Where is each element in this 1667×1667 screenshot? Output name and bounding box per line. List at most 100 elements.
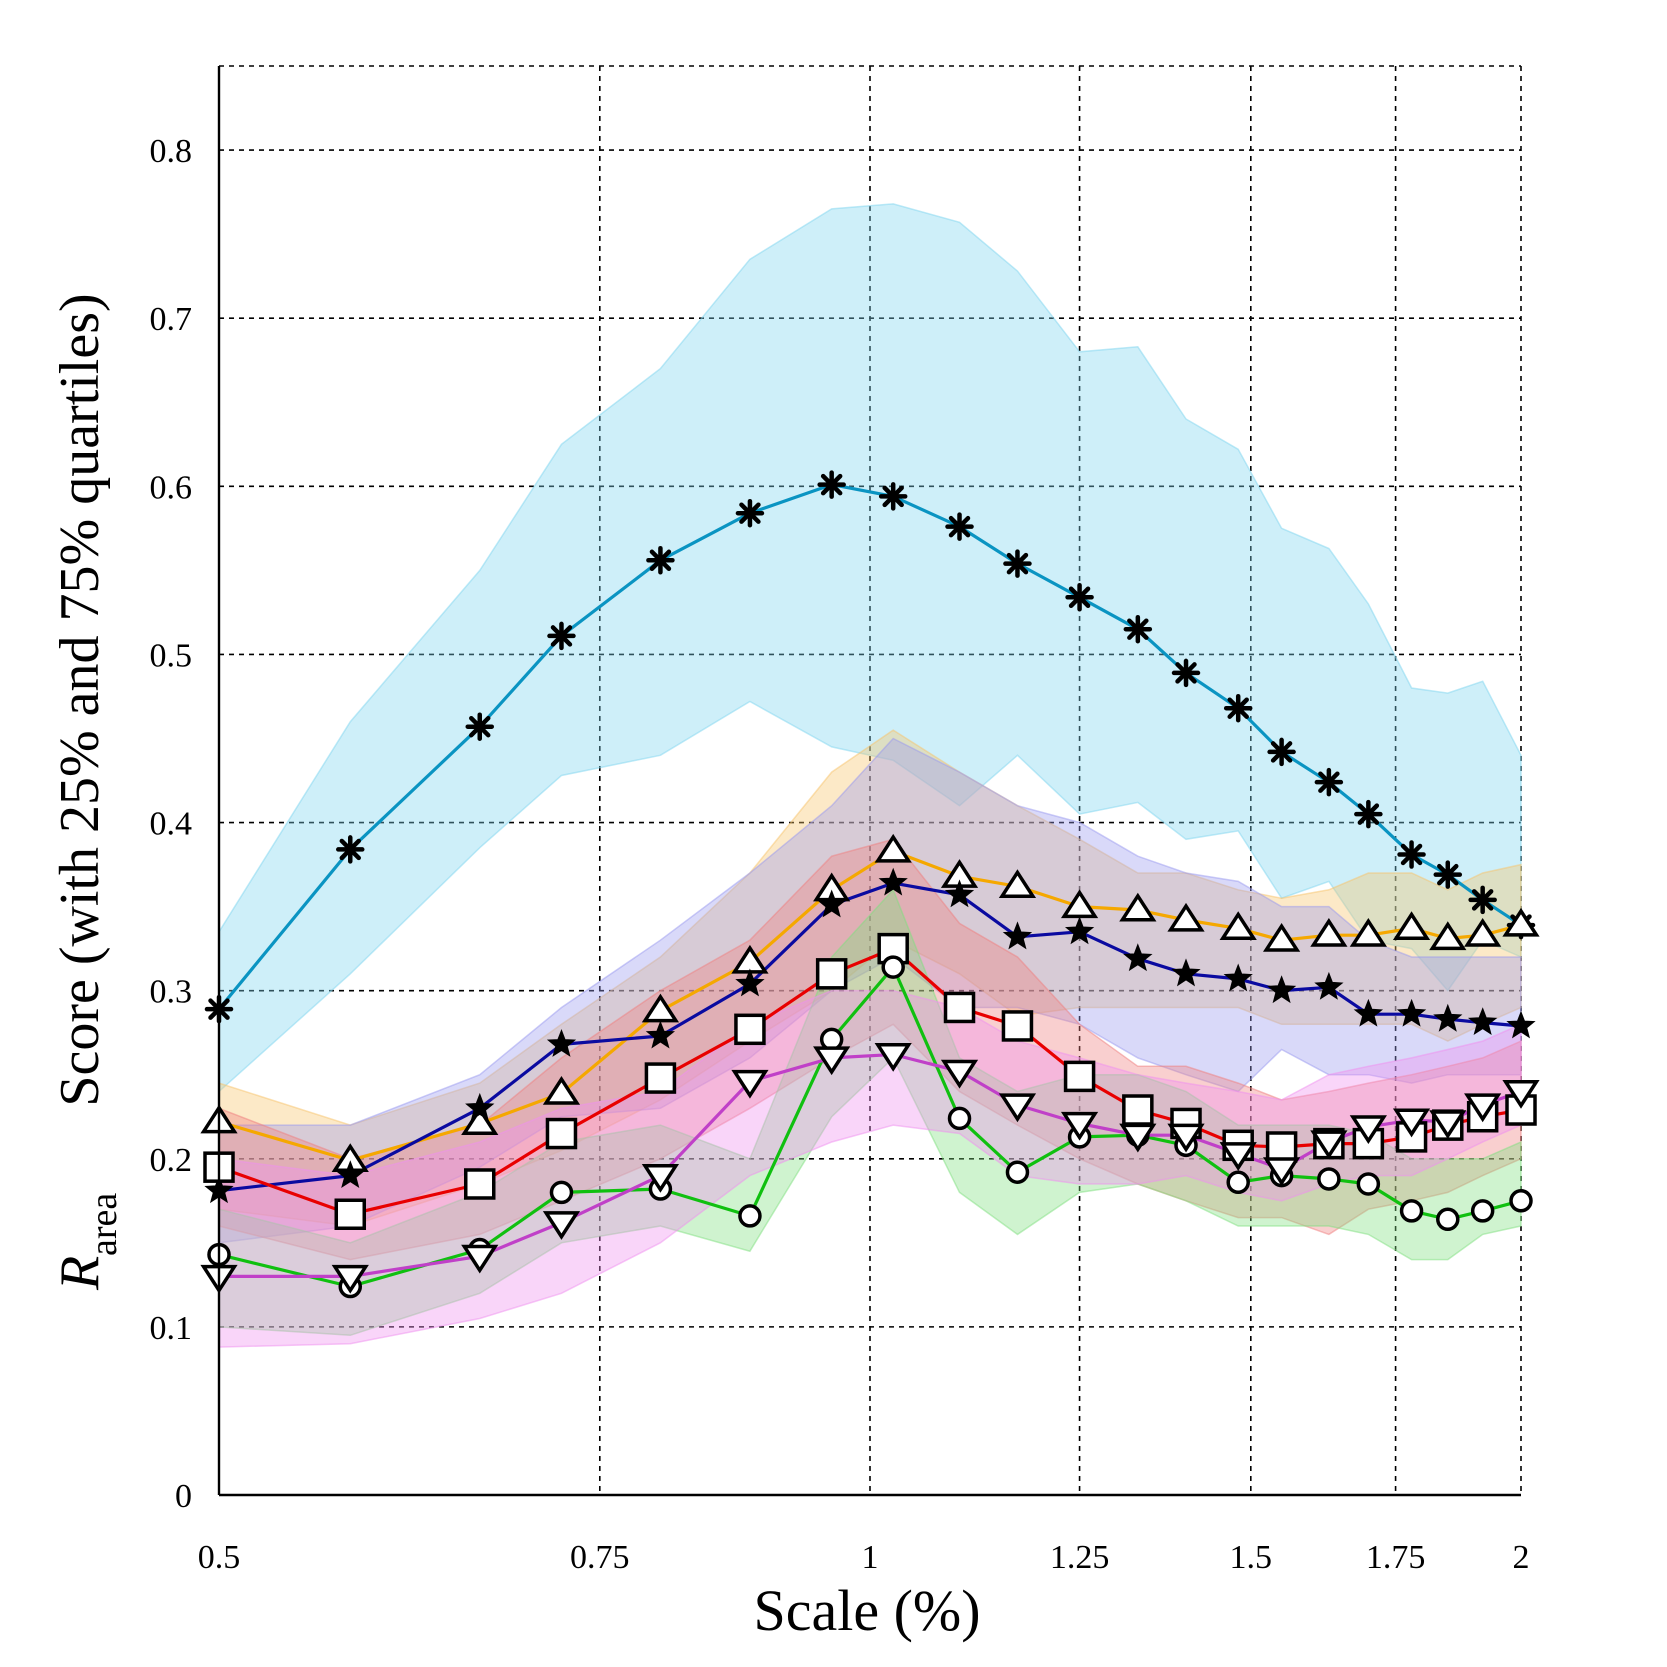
data-point-star <box>1506 1010 1536 1039</box>
data-point-triangle-down <box>1060 1111 1099 1141</box>
series-markers <box>200 470 1540 1299</box>
data-point-star <box>1171 958 1201 987</box>
data-point-asterisk <box>1433 860 1463 889</box>
data-point-circle <box>1470 1199 1495 1223</box>
data-point-circle <box>1005 1160 1030 1184</box>
data-point-square <box>1395 1121 1428 1153</box>
data-point-star <box>1314 971 1344 1000</box>
data-point-triangle-up <box>1349 917 1387 947</box>
x-tick-label: 1.25 <box>1050 1539 1110 1576</box>
data-point-square <box>815 958 848 990</box>
data-point-circle <box>1226 1170 1250 1195</box>
data-point-star <box>816 889 847 918</box>
data-point-star <box>1396 998 1427 1027</box>
data-point-asterisk <box>878 482 908 511</box>
data-point-asterisk <box>1123 614 1153 644</box>
data-point-star <box>1467 1007 1498 1036</box>
data-point-asterisk <box>1267 737 1296 767</box>
data-point-circle <box>549 1180 574 1205</box>
data-point-square <box>943 991 976 1024</box>
data-point-triangle-up <box>461 1106 499 1136</box>
y-tick-label: 0.5 <box>150 637 193 674</box>
data-point-circle <box>1317 1167 1341 1191</box>
data-point-circle <box>1399 1199 1424 1223</box>
data-point-star <box>465 1092 495 1121</box>
data-point-star <box>735 968 765 997</box>
x-tick-label: 1 <box>862 1539 879 1576</box>
data-point-triangle-up <box>641 993 680 1023</box>
x-tick-labels: 0.5 0.75 1 1.25 1.5 1.75 2 <box>198 1539 1530 1576</box>
data-point-triangle-up <box>1464 917 1502 947</box>
data-point-circle <box>1509 1189 1533 1213</box>
data-point-star <box>1064 916 1095 945</box>
data-point-triangle-down <box>542 1211 581 1240</box>
data-point-circle <box>881 955 905 979</box>
data-point-circle <box>947 1106 972 1131</box>
x-tick-label: 1.5 <box>1230 1539 1273 1576</box>
data-point-triangle-up <box>1502 907 1540 937</box>
data-point-triangle-down <box>813 1046 851 1076</box>
y-axis-symbol: R area <box>49 1193 125 1291</box>
y-tick-label: 0.8 <box>150 133 193 170</box>
y-axis-symbol-main: R <box>49 1256 111 1291</box>
data-point-triangle-down <box>1464 1093 1502 1123</box>
data-point-asterisk <box>1065 583 1094 612</box>
data-point-triangle-down <box>1219 1142 1257 1171</box>
y-tick-label: 0.7 <box>150 301 193 338</box>
data-point-square <box>1505 1094 1537 1126</box>
data-point-circle <box>1436 1207 1460 1232</box>
data-point-square <box>644 1062 677 1094</box>
data-point-triangle-up <box>1262 922 1301 952</box>
y-tick-labels: 0 0.1 0.2 0.3 0.4 0.5 0.6 0.7 0.8 <box>150 133 193 1515</box>
data-point-triangle-down <box>1429 1110 1467 1140</box>
plot-frame <box>217 66 1521 1497</box>
data-point-square <box>1265 1131 1298 1163</box>
data-point-triangle-down <box>1502 1079 1540 1109</box>
data-point-asterisk <box>465 712 495 741</box>
y-tick-label: 0.1 <box>150 1310 193 1347</box>
data-point-asterisk <box>646 546 675 575</box>
data-point-triangle-down <box>998 1093 1037 1123</box>
data-point-triangle-up <box>1119 892 1157 922</box>
quartile-band-circle <box>218 888 1522 1337</box>
data-point-asterisk <box>547 621 576 651</box>
y-tick-label: 0 <box>175 1478 192 1515</box>
data-point-asterisk <box>1468 885 1497 915</box>
data-point-asterisk <box>1397 840 1426 869</box>
data-point-triangle-down <box>1262 1157 1301 1187</box>
data-point-asterisk <box>1354 799 1383 829</box>
y-tick-label: 0.3 <box>150 974 193 1011</box>
data-point-triangle-up <box>1392 911 1431 940</box>
data-point-triangle-down <box>1349 1115 1387 1145</box>
data-point-triangle-down <box>641 1164 680 1193</box>
data-point-star <box>546 1029 577 1057</box>
data-point-square <box>464 1168 496 1200</box>
data-point-square <box>734 1013 766 1046</box>
data-point-asterisk <box>1223 693 1253 723</box>
data-point-triangle-down <box>331 1264 369 1294</box>
y-tick-label: 0.6 <box>150 469 193 506</box>
x-axis-title: Scale (%) <box>753 1578 980 1643</box>
data-point-triangle-up <box>1060 889 1099 919</box>
data-point-triangle-down <box>940 1059 979 1089</box>
x-tick-label: 0.75 <box>570 1539 630 1576</box>
data-point-triangle-up <box>1310 917 1348 947</box>
data-point-star <box>1433 1003 1463 1032</box>
data-point-triangle-down <box>1310 1130 1348 1160</box>
data-point-triangle-down <box>874 1042 912 1072</box>
data-point-triangle-up <box>1429 921 1467 951</box>
data-point-asterisk <box>735 498 765 528</box>
data-point-triangle-down <box>461 1244 499 1274</box>
data-point-star <box>1266 975 1297 1004</box>
data-point-triangle-down <box>731 1069 769 1099</box>
data-point-star <box>1353 998 1384 1027</box>
data-point-square <box>545 1117 578 1150</box>
y-axis-symbol-subscript: area <box>83 1193 125 1256</box>
data-point-asterisk <box>1003 549 1032 578</box>
data-point-star <box>645 1020 676 1049</box>
y-tick-label: 0.4 <box>150 806 193 843</box>
data-point-star <box>1223 963 1253 992</box>
data-point-triangle-down <box>1167 1123 1205 1153</box>
data-point-square <box>1122 1094 1154 1126</box>
